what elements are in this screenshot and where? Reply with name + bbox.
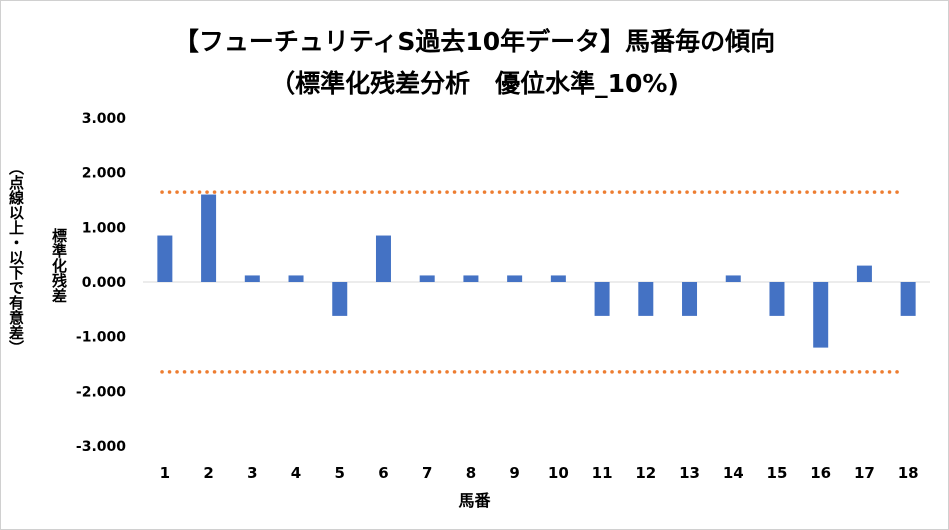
chart-subtitle: （標準化残差分析 優位水準_10%) [270,69,679,98]
x-tick-label: 2 [203,464,213,482]
x-tick-label: 4 [291,464,301,482]
x-tick-label: 11 [592,464,613,482]
bar [507,275,523,282]
x-tick-label: 15 [767,464,788,482]
x-tick-label: 9 [509,464,519,482]
bar [157,235,173,282]
x-tick-label: 7 [422,464,432,482]
bar [725,275,741,282]
x-tick-label: 8 [466,464,476,482]
bar [594,282,610,316]
x-tick-label: 10 [548,464,569,482]
bar [201,194,217,282]
x-tick-label: 17 [854,464,875,482]
x-tick-label: 13 [679,464,700,482]
bar [550,275,566,282]
bar [419,275,435,282]
x-tick-label: 5 [335,464,345,482]
bar [463,275,479,282]
y-axis-label: 標準化残差 [50,228,68,303]
y-tick-label: 0.000 [82,275,127,291]
bar [813,282,829,348]
y-tick-label: -1.000 [76,330,126,346]
y-tick-label: -2.000 [76,384,126,400]
y-tick-label: 2.000 [82,166,127,182]
x-axis-label: 馬番 [458,491,491,510]
bar [769,282,785,316]
x-tick-label: 1 [160,464,170,482]
bar [638,282,654,316]
y-tick-label: -3.000 [76,439,126,455]
x-tick-label: 14 [723,464,744,482]
bar [244,275,260,282]
bar [856,265,872,282]
bar [375,235,391,282]
bar [900,282,916,316]
y-tick-label: 1.000 [82,220,127,236]
x-tick-label: 6 [378,464,388,482]
x-tick-label: 3 [247,464,257,482]
y-tick-label: 3.000 [82,111,127,127]
x-tick-label: 18 [898,464,919,482]
x-tick-label: 16 [810,464,831,482]
x-tick-label: 12 [635,464,656,482]
bar [288,275,304,282]
chart-title: 【フューチュリティS過去10年データ】馬番毎の傾向 [173,27,776,56]
y-axis-label-note: （点線以上・以下で有意差） [7,160,25,355]
bar [682,282,698,316]
bar [332,282,348,316]
